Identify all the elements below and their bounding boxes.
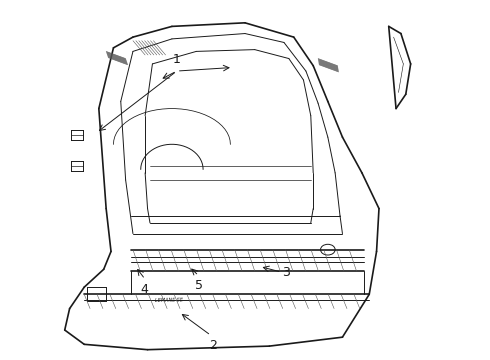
Text: LEMANS SE: LEMANS SE <box>155 298 183 303</box>
Text: 3: 3 <box>282 266 291 279</box>
Text: 2: 2 <box>209 339 217 352</box>
Text: 4: 4 <box>141 283 148 296</box>
Text: 1: 1 <box>173 53 181 66</box>
Text: 5: 5 <box>195 279 203 292</box>
